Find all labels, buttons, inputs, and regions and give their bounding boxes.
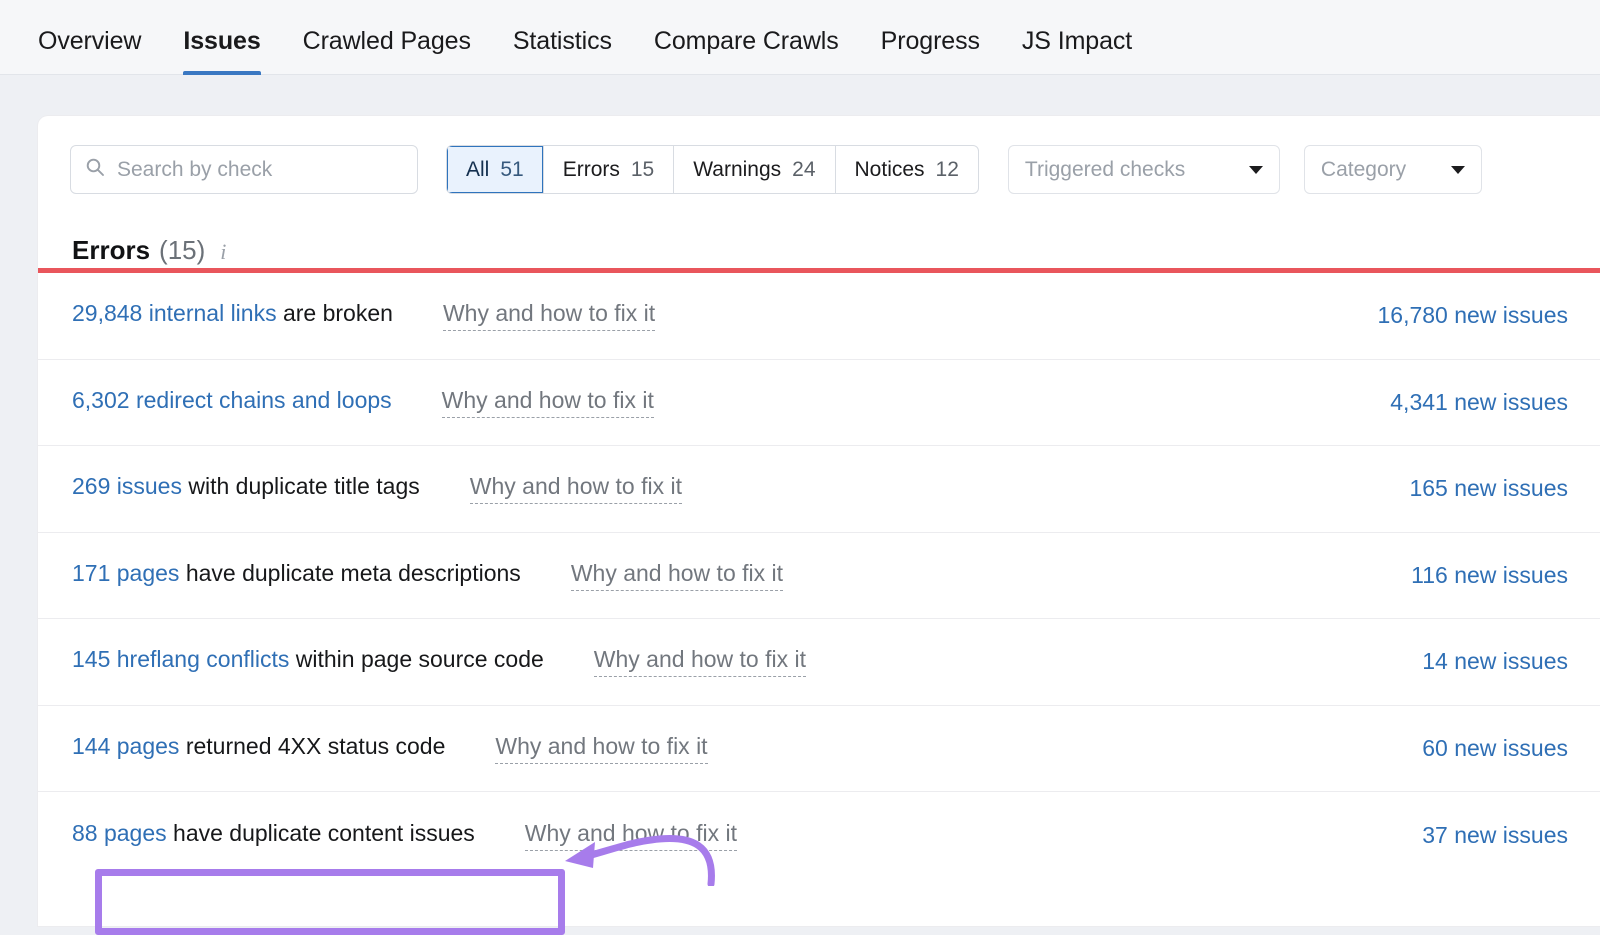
segment-count: 12 — [935, 157, 959, 181]
segment-count: 15 — [630, 157, 655, 181]
issue-row: 6,302 redirect chains and loops Why and h… — [38, 360, 1600, 446]
issue-description: 88 pages have duplicate content issues — [72, 820, 475, 847]
issue-count-link[interactable]: 29,848 internal links — [72, 300, 277, 327]
segment-label: Errors — [562, 157, 620, 181]
new-issues-link[interactable]: 14 new issues — [1422, 648, 1568, 675]
issues-list: 29,848 internal links are broken Why and … — [38, 273, 1600, 879]
segment-all[interactable]: All 51 — [447, 146, 544, 193]
new-issues-link[interactable]: 16,780 new issues — [1377, 302, 1568, 329]
triggered-checks-dropdown[interactable]: Triggered checks — [1007, 145, 1280, 194]
severity-segmented-control: All 51 Errors 15 Warnings 24 Notices 12 — [446, 145, 979, 194]
issue-row-left: 145 hreflang conflicts within page sourc… — [72, 646, 1422, 678]
issue-description-rest: with duplicate title tags — [181, 473, 420, 500]
tab-js-impact[interactable]: JS Impact — [1021, 27, 1133, 55]
issue-description: 6,302 redirect chains and loops — [72, 387, 392, 414]
issue-row: 29,848 internal links are broken Why and … — [38, 273, 1600, 360]
issue-row: 144 pages returned 4XX status code Why an… — [38, 706, 1600, 792]
why-and-how-to-fix-it-link[interactable]: Why and how to fix it — [570, 560, 784, 591]
category-label: Category — [1320, 157, 1407, 181]
segment-label: Warnings — [693, 157, 782, 181]
new-issues-link[interactable]: 60 new issues — [1422, 734, 1568, 761]
issue-description-rest: have duplicate meta descriptions — [179, 559, 521, 586]
category-dropdown[interactable]: Category — [1303, 145, 1482, 194]
issue-row: 269 issues with duplicate title tags Why … — [38, 446, 1600, 533]
issue-description-rest: have duplicate content issues — [166, 819, 475, 846]
issue-row-left: 6,302 redirect chains and loops Why and h… — [72, 387, 1390, 418]
segment-notices[interactable]: Notices 12 — [836, 146, 978, 193]
issue-row-left: 171 pages have duplicate meta descriptio… — [72, 560, 1411, 591]
issues-card: All 51 Errors 15 Warnings 24 Notices 12 Trigger… — [38, 116, 1600, 935]
issue-description-rest: are broken — [276, 300, 393, 327]
segment-count: 24 — [792, 157, 816, 181]
tab-overview[interactable]: Overview — [38, 27, 142, 55]
search-box[interactable] — [70, 145, 418, 194]
primary-tab-bar: Overview Issues Crawled Pages Statistics Com… — [0, 0, 1600, 75]
section-title: Errors — [72, 235, 151, 265]
issue-description: 171 pages have duplicate meta descriptio… — [72, 560, 521, 587]
new-issues-link[interactable]: 165 new issues — [1409, 475, 1568, 502]
why-and-how-to-fix-it-link[interactable]: Why and how to fix it — [593, 646, 806, 678]
issue-row: 88 pages have duplicate content issues Wh… — [38, 792, 1600, 879]
issue-count-link[interactable]: 171 pages — [72, 559, 180, 586]
tab-crawled-pages[interactable]: Crawled Pages — [302, 27, 471, 55]
issue-description: 145 hreflang conflicts within page sourc… — [72, 646, 544, 673]
why-and-how-to-fix-it-link[interactable]: Why and how to fix it — [495, 733, 708, 764]
issue-row-left: 269 issues with duplicate title tags Why … — [72, 473, 1409, 505]
issue-count-link[interactable]: 144 pages — [72, 732, 180, 759]
issue-row: 171 pages have duplicate meta descriptio… — [38, 533, 1600, 619]
severity-divider-bar — [38, 268, 1600, 273]
triggered-checks-label: Triggered checks — [1024, 157, 1186, 181]
segment-label: Notices — [854, 157, 925, 181]
issue-row-left: 88 pages have duplicate content issues Wh… — [72, 820, 1422, 851]
issue-description-rest: returned 4XX status code — [179, 732, 446, 759]
why-and-how-to-fix-it-link[interactable]: Why and how to fix it — [469, 473, 682, 505]
new-issues-link[interactable]: 4,341 new issues — [1390, 388, 1568, 415]
issue-description-rest: within page source code — [289, 646, 544, 673]
issue-count-link[interactable]: 88 pages — [72, 819, 167, 846]
section-count: (15) — [159, 235, 206, 265]
new-issues-link[interactable]: 37 new issues — [1422, 821, 1568, 848]
annotation-highlight-box — [95, 869, 565, 935]
tab-progress[interactable]: Progress — [880, 27, 980, 55]
why-and-how-to-fix-it-link[interactable]: Why and how to fix it — [524, 820, 737, 851]
issue-description: 29,848 internal links are broken — [72, 300, 393, 327]
info-icon[interactable]: i — [220, 239, 227, 264]
issue-row-left: 29,848 internal links are broken Why and … — [72, 300, 1377, 332]
why-and-how-to-fix-it-link[interactable]: Why and how to fix it — [441, 387, 654, 418]
tab-statistics[interactable]: Statistics — [512, 27, 612, 55]
filter-toolbar: All 51 Errors 15 Warnings 24 Notices 12 Trigger… — [38, 116, 1600, 194]
issue-count-link[interactable]: 6,302 redirect chains and loops — [72, 386, 392, 413]
segment-warnings[interactable]: Warnings 24 — [674, 146, 836, 193]
tab-compare-crawls[interactable]: Compare Crawls — [653, 27, 839, 55]
segment-label: All — [466, 157, 490, 181]
issue-description: 269 issues with duplicate title tags — [72, 473, 420, 500]
segment-count: 51 — [500, 157, 524, 181]
issue-count-link[interactable]: 145 hreflang conflicts — [72, 646, 290, 673]
issue-count-link[interactable]: 269 issues — [72, 473, 182, 500]
search-icon — [85, 157, 105, 182]
why-and-how-to-fix-it-link[interactable]: Why and how to fix it — [442, 300, 656, 332]
segment-errors[interactable]: Errors 15 — [544, 146, 675, 193]
chevron-down-icon — [1248, 165, 1263, 174]
search-input[interactable] — [117, 157, 403, 182]
tab-issues[interactable]: Issues — [162, 29, 281, 75]
issue-description: 144 pages returned 4XX status code — [72, 733, 445, 760]
chevron-down-icon — [1450, 165, 1465, 174]
issue-row: 145 hreflang conflicts within page sourc… — [38, 619, 1600, 706]
errors-section-header: Errors (15) i — [38, 194, 1600, 266]
new-issues-link[interactable]: 116 new issues — [1411, 561, 1568, 588]
issue-row-left: 144 pages returned 4XX status code Why an… — [72, 733, 1422, 764]
